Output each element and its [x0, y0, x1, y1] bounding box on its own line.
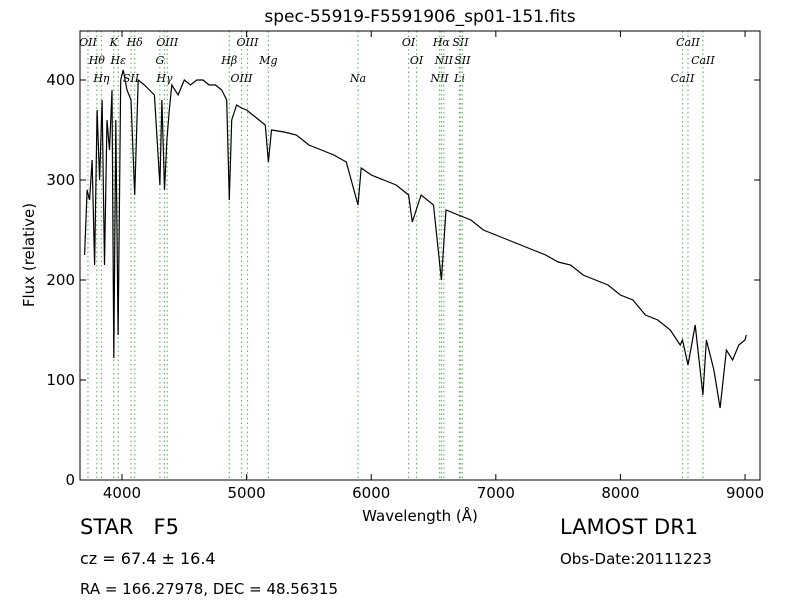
- marker-label: OIII: [236, 36, 259, 49]
- marker-label: K: [109, 36, 119, 49]
- marker-label: OI: [402, 36, 416, 49]
- marker-label: G: [155, 54, 164, 67]
- marker-label: Hδ: [126, 36, 144, 49]
- x-tick-label: 4000: [103, 484, 141, 502]
- marker-label: CaII: [671, 72, 695, 85]
- marker-label: Hγ: [155, 72, 173, 85]
- y-axis-label: Flux (relative): [20, 203, 38, 307]
- marker-label: Hθ: [88, 54, 106, 67]
- marker-label: OIII: [230, 72, 253, 85]
- x-tick-label: 9000: [726, 484, 764, 502]
- annotation: LAMOST DR1: [560, 515, 698, 539]
- annotation: RA = 166.27978, DEC = 48.56315: [80, 580, 338, 598]
- y-tick-label: 0: [65, 471, 75, 489]
- marker-label: NII: [434, 54, 454, 67]
- marker-label: OI: [410, 54, 424, 67]
- x-axis-label: Wavelength (Å): [362, 506, 478, 525]
- marker-label: Na: [349, 72, 366, 85]
- x-tick-label: 8000: [601, 484, 639, 502]
- marker-label: CaII: [691, 54, 715, 67]
- marker-label: Hβ: [220, 54, 237, 67]
- annotation: cz = 67.4 ± 16.4: [80, 549, 216, 568]
- marker-label: Hα: [432, 36, 451, 49]
- plot-frame: [79, 30, 761, 481]
- y-tick-label: 300: [46, 171, 75, 189]
- marker-label: SII: [454, 54, 471, 67]
- x-tick-label: 7000: [477, 484, 515, 502]
- marker-label: Li: [453, 72, 465, 85]
- annotation: STAR F5: [80, 515, 179, 539]
- spectrum-line: [84, 69, 747, 409]
- marker-label: SII: [452, 36, 469, 49]
- y-tick-label: 100: [46, 371, 75, 389]
- marker-label: Hε: [110, 54, 127, 67]
- marker-label: OIII: [156, 36, 179, 49]
- x-tick-label: 6000: [352, 484, 390, 502]
- marker-label: Mg: [258, 54, 277, 67]
- y-tick-label: 400: [46, 71, 75, 89]
- marker-label: CaII: [676, 36, 700, 49]
- marker-label: OII: [79, 36, 97, 49]
- y-tick-label: 200: [46, 271, 75, 289]
- chart-title: spec-55919-F5591906_sp01-151.fits: [264, 7, 575, 27]
- annotation: Obs-Date:20111223: [560, 550, 712, 568]
- marker-label: NII: [429, 72, 449, 85]
- marker-label: Hη: [92, 72, 110, 85]
- marker-label: SII: [123, 72, 140, 85]
- x-tick-label: 5000: [228, 484, 266, 502]
